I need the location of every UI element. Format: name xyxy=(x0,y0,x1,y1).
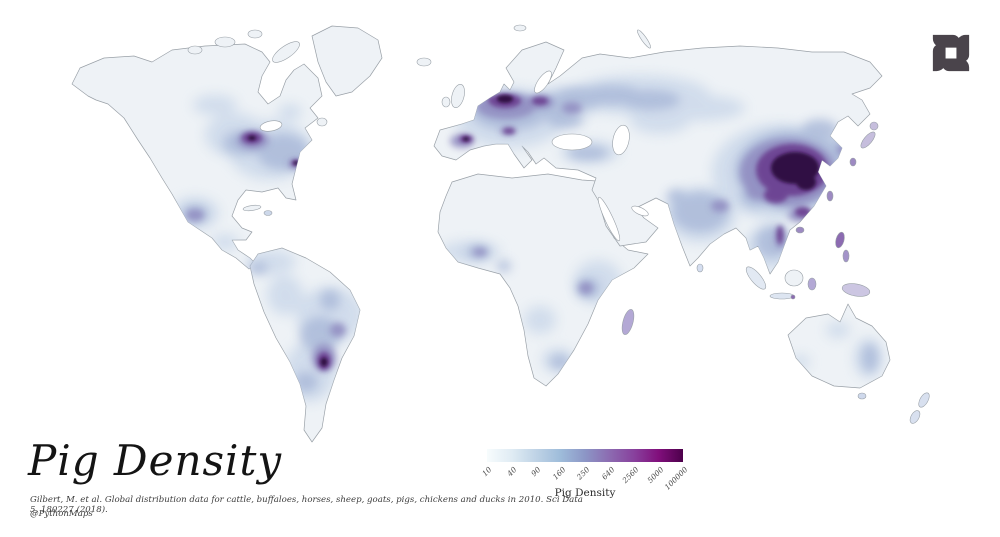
greenland xyxy=(311,25,383,97)
sri-lanka xyxy=(696,263,704,273)
caspian-sea xyxy=(612,124,630,156)
newfoundland xyxy=(316,117,328,127)
bali xyxy=(790,294,796,300)
novaya-zemlya xyxy=(637,29,651,49)
new-guinea xyxy=(841,283,871,297)
legend-tick: 160 xyxy=(550,465,567,482)
sulawesi xyxy=(807,277,817,291)
legend-colorbar xyxy=(487,449,683,462)
svalbard xyxy=(513,24,527,32)
legend-tick: 90 xyxy=(529,465,543,479)
tasmania xyxy=(857,392,867,400)
great-britain xyxy=(451,84,465,108)
arctic-island xyxy=(247,29,263,39)
cuba xyxy=(242,204,262,212)
persian-gulf xyxy=(631,205,649,217)
islands xyxy=(187,24,930,424)
ireland xyxy=(441,96,451,108)
legend-tick: 40 xyxy=(504,465,518,479)
legend-label: Pig Density xyxy=(554,487,616,499)
red-sea xyxy=(597,196,621,242)
sumatra xyxy=(745,266,767,290)
inland-seas xyxy=(259,70,649,242)
hokkaido xyxy=(869,121,879,131)
baffin-island xyxy=(272,41,300,63)
citation: Gilbert, M. et al. Global distribution d… xyxy=(30,495,583,515)
taiwan xyxy=(826,190,834,202)
new-zealand-south xyxy=(909,410,921,424)
legend-tick: 5000 xyxy=(644,465,665,485)
page-title: Pig Density xyxy=(28,436,283,485)
black-sea xyxy=(551,133,593,151)
borneo xyxy=(784,269,804,287)
legend-tick: 2560 xyxy=(620,465,641,485)
legend-ticks: 10 40 90 160 250 640 2560 5000 100000 xyxy=(480,462,689,492)
luzon xyxy=(835,231,845,249)
legend: 10 40 90 160 250 640 2560 5000 100000 Pig Densit… xyxy=(480,449,689,499)
density-layer-max xyxy=(248,95,819,367)
madagascar xyxy=(621,309,635,335)
arctic-island xyxy=(187,45,203,55)
pythonmaps-logo xyxy=(922,24,980,82)
baltic-sea xyxy=(534,70,552,94)
kyushu xyxy=(849,157,857,167)
hainan xyxy=(795,226,805,234)
legend-tick: 640 xyxy=(599,465,616,482)
density-layers xyxy=(171,75,882,402)
iceland xyxy=(416,57,432,67)
author-handle: @PythonMaps xyxy=(30,509,93,519)
hispaniola xyxy=(263,210,273,216)
arctic-island xyxy=(214,36,236,48)
honshu xyxy=(860,131,876,149)
java xyxy=(769,292,795,300)
pythonmaps-logo-glyph xyxy=(932,34,970,72)
great-lakes xyxy=(259,120,283,132)
mindanao xyxy=(842,249,850,263)
legend-tick: 250 xyxy=(574,465,592,482)
new-zealand-north xyxy=(918,392,930,408)
